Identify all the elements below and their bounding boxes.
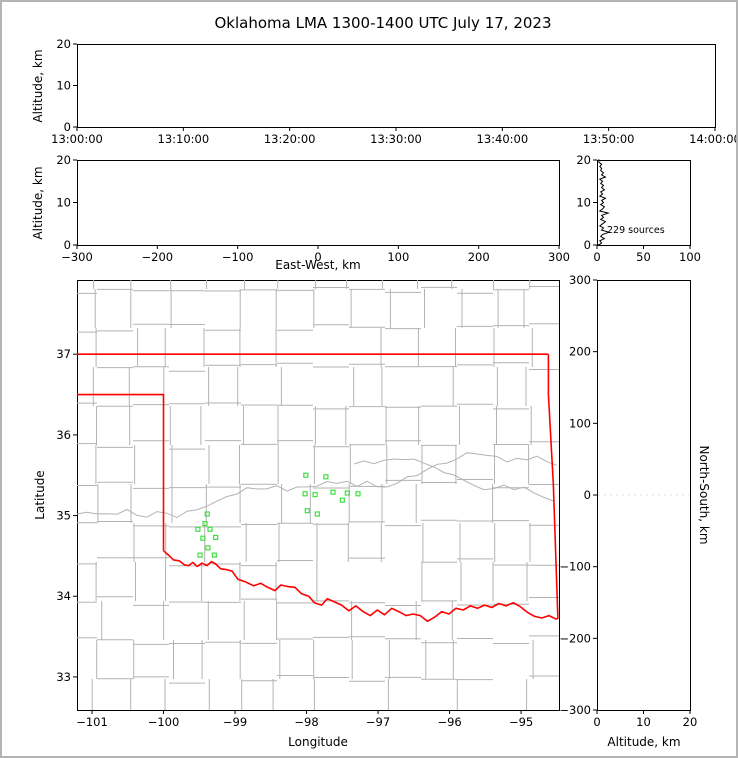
x-tick-label: 13:30:00 (370, 132, 422, 146)
axes-frame (77, 280, 560, 711)
y-tick-label: 300 (569, 273, 591, 287)
source-point (204, 511, 210, 517)
source-point (195, 526, 201, 532)
x-tick-label: −200 (142, 250, 174, 264)
county-boundaries (77, 280, 559, 710)
figure-title: Oklahoma LMA 1300-1400 UTC July 17, 2023 (214, 14, 552, 32)
y-tick-label: 37 (56, 347, 71, 361)
axis-label-altitude-time-panel: Altitude, km (31, 49, 45, 123)
x-tick-label: 20 (683, 715, 698, 729)
x-tick-label: 10 (636, 715, 651, 729)
x-tick-label: −100 (222, 250, 254, 264)
axis-label-latitude: Latitude (33, 470, 47, 520)
x-tick-label: 200 (468, 250, 490, 264)
source-point (302, 491, 308, 497)
axis-label-longitude: Longitude (288, 735, 348, 749)
y-tick-label: 20 (56, 37, 71, 51)
x-tick-label: 100 (679, 250, 701, 264)
y-tick-label: 200 (569, 345, 591, 359)
source-point (323, 474, 329, 480)
state-border-red-river (162, 550, 558, 623)
source-point (344, 490, 350, 496)
map-content (77, 280, 559, 710)
source-point (200, 535, 206, 541)
x-tick-label: 13:00:00 (51, 132, 103, 146)
y-tick-label: −100 (559, 560, 591, 574)
panel-ew-height: −300 −200 −100 0 100 200 300 0 10 20 (56, 153, 570, 264)
x-tick-label: 0 (593, 715, 600, 729)
x-tick-label: −101 (76, 715, 108, 729)
y-tick-label: 36 (56, 428, 71, 442)
state-border-west (77, 393, 165, 551)
y-tick-label: 10 (56, 79, 71, 93)
source-point (339, 497, 345, 503)
x-tick-label: 100 (387, 250, 409, 264)
altitude-histogram-trace (597, 159, 611, 246)
y-tick-label: 20 (56, 153, 71, 167)
state-border-east (547, 354, 559, 619)
panel-time-height: 13:00:00 13:10:00 13:20:00 13:30:00 13:40:00… (51, 37, 738, 146)
y-tick-label: 0 (64, 238, 71, 252)
axis-label-altitude-ns-panel: Altitude, km (607, 735, 681, 749)
y-tick-label: 10 (576, 196, 591, 210)
x-tick-label: 14:00:00 (689, 132, 738, 146)
x-tick-label: 13:10:00 (158, 132, 210, 146)
source-point (355, 491, 361, 497)
panel-ns-height: 0 10 20 −300 −200 −100 0 100 200 300 (559, 273, 697, 729)
lightning-sources (195, 472, 361, 558)
y-tick-label: 10 (56, 196, 71, 210)
source-point (202, 520, 208, 527)
x-tick-label: −100 (148, 715, 180, 729)
source-point (304, 508, 310, 514)
x-tick-label: 300 (548, 250, 570, 264)
y-tick-label: 34 (56, 589, 71, 603)
y-tick-label: 100 (569, 416, 591, 430)
panel-alt-histogram: 0 50 100 0 10 20 (576, 153, 701, 264)
source-point (303, 472, 309, 478)
x-tick-label: 0 (593, 250, 600, 264)
axes-frame (77, 44, 716, 128)
river-line (353, 458, 555, 502)
x-tick-label: 0 (314, 250, 321, 264)
x-tick-label: −97 (366, 715, 390, 729)
source-point (207, 526, 213, 532)
y-tick-label: 0 (584, 488, 591, 502)
x-tick-label: 13:50:00 (583, 132, 635, 146)
y-tick-label: −200 (559, 631, 591, 645)
source-point (314, 511, 320, 517)
axes-frame (77, 160, 560, 246)
y-tick-label: 35 (56, 509, 71, 523)
x-tick-label: −96 (437, 715, 461, 729)
x-tick-label: −98 (294, 715, 318, 729)
source-point (213, 534, 219, 541)
panel-plan-view: −101 −100 −99 −98 −97 −96 −95 33 34 35 36 37 (56, 280, 560, 729)
x-tick-label: 13:20:00 (264, 132, 316, 146)
axis-label-altitude-ew-panel: Altitude, km (31, 166, 45, 240)
source-point (312, 492, 318, 498)
x-tick-label: −300 (61, 250, 93, 264)
x-tick-label: −99 (223, 715, 247, 729)
source-point (330, 489, 336, 495)
y-tick-label: −300 (559, 703, 591, 717)
y-tick-label: 20 (576, 153, 591, 167)
y-tick-label: 0 (64, 120, 71, 134)
axis-label-east-west: East-West, km (275, 258, 361, 272)
sources-count-label: 229 sources (607, 225, 665, 236)
source-point (197, 552, 203, 558)
source-point (205, 545, 211, 551)
x-tick-label: −95 (509, 715, 533, 729)
x-tick-label: 50 (636, 250, 651, 264)
source-point (211, 552, 217, 558)
y-tick-label: 33 (56, 670, 71, 684)
y-tick-label: 0 (584, 238, 591, 252)
river-line (77, 452, 558, 519)
axis-label-north-south: North-South, km (697, 445, 711, 545)
x-tick-label: 13:40:00 (477, 132, 529, 146)
